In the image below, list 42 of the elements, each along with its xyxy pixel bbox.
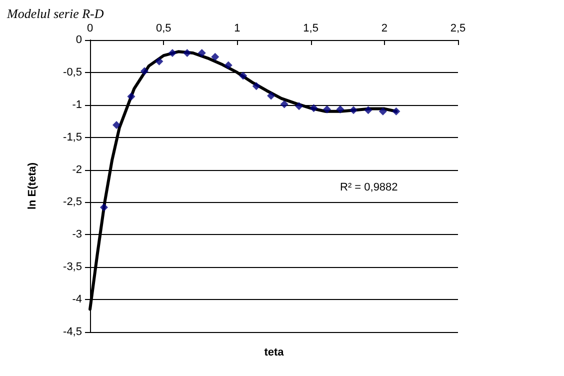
point [100, 203, 108, 212]
x-axis-title: teta [264, 346, 285, 358]
y-tick-label: -4,5 [63, 326, 82, 338]
point [140, 67, 148, 76]
x-tick-label: 2,5 [450, 22, 466, 34]
point [224, 61, 232, 70]
y-tick-label: -4 [72, 294, 82, 306]
point [295, 102, 304, 110]
point [392, 107, 400, 116]
x-tick-label: 0,5 [156, 22, 172, 34]
x-tick-label: 1 [234, 22, 240, 34]
point [155, 57, 164, 66]
y-tick-label: -2 [72, 164, 82, 176]
point [168, 48, 176, 57]
point [198, 48, 206, 57]
point [364, 106, 372, 114]
point [378, 107, 387, 116]
y-tick-label: 0 [76, 34, 82, 46]
point [310, 104, 318, 112]
y-tick-label: -1 [72, 98, 82, 111]
point [127, 92, 136, 100]
point [239, 72, 248, 80]
point [252, 82, 260, 90]
point [349, 106, 358, 114]
x-tick-label: 1,5 [303, 22, 318, 34]
y-tick-label: -2,5 [63, 196, 82, 208]
y-tick-label: -3 [72, 228, 82, 241]
y-axis-title: ln E(teta) [26, 162, 38, 210]
x-tick-label: 2 [381, 22, 388, 34]
point [211, 52, 220, 61]
y-tick-label: -0,5 [63, 66, 82, 78]
point [112, 121, 120, 130]
point [322, 105, 331, 114]
point [336, 105, 344, 114]
point [280, 100, 288, 108]
annotation: R² = 0,9882 [340, 182, 398, 194]
point [267, 92, 276, 100]
y-tick-label: -3,5 [63, 261, 82, 274]
y-tick-label: -1,5 [63, 131, 82, 144]
chart-title: Modelul serie R-D [6, 6, 104, 21]
x-tick-label: 0 [86, 22, 94, 34]
point [183, 48, 192, 57]
